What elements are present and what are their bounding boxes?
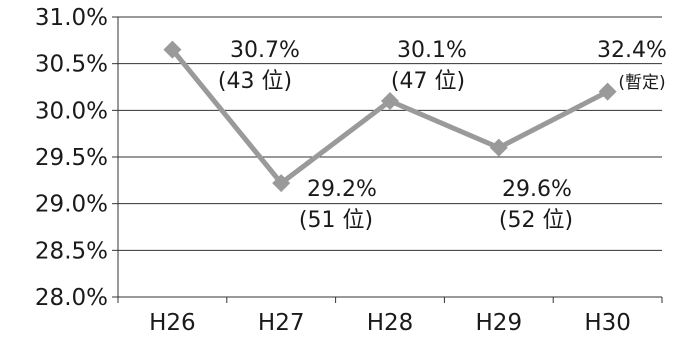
y-tick-label: 29.5% bbox=[35, 145, 108, 171]
y-tick-label: 28.0% bbox=[35, 285, 108, 311]
data-rank-label: (43 位) bbox=[218, 69, 292, 94]
data-annotations: 30.7% (43 位) 29.2% (51 位) 30.1% (47 位) 29.6% (5… bbox=[218, 38, 667, 233]
y-tick-label: 30.5% bbox=[35, 52, 108, 78]
y-tick-label: 28.5% bbox=[35, 238, 108, 264]
x-tick-label: H29 bbox=[476, 310, 523, 336]
data-value-label: 29.6% bbox=[502, 177, 572, 202]
data-rank-label: (52 位) bbox=[499, 208, 573, 233]
data-value-label: 32.4% bbox=[597, 38, 667, 63]
x-tick-label: H26 bbox=[149, 310, 196, 336]
data-value-label: 30.7% bbox=[230, 38, 300, 63]
data-point-marker bbox=[163, 40, 182, 59]
x-tick-label: H28 bbox=[367, 310, 414, 336]
data-value-label: 29.2% bbox=[307, 177, 377, 202]
x-tick-labels: H26 H27 H28 H29 H30 bbox=[149, 310, 631, 336]
y-tick-label: 29.0% bbox=[35, 192, 108, 218]
x-tick-label: H30 bbox=[584, 310, 631, 336]
data-rank-label: (47 位) bbox=[391, 69, 465, 94]
data-rank-label: (51 位) bbox=[299, 208, 373, 233]
data-rank-label: (暫定) bbox=[618, 73, 665, 93]
y-tick-label: 31.0% bbox=[35, 5, 108, 31]
series-markers bbox=[163, 40, 617, 193]
axes bbox=[112, 16, 663, 303]
y-tick-label: 30.0% bbox=[35, 98, 108, 124]
data-point-marker bbox=[489, 138, 508, 157]
data-point-marker bbox=[272, 174, 291, 193]
data-point-marker bbox=[598, 82, 617, 101]
y-tick-labels: 31.0% 30.5% 30.0% 29.5% 29.0% 28.5% 28.0% bbox=[35, 5, 108, 311]
x-tick-label: H27 bbox=[258, 310, 305, 336]
data-value-label: 30.1% bbox=[397, 38, 467, 63]
gridlines bbox=[118, 16, 662, 251]
data-point-marker bbox=[381, 92, 399, 110]
